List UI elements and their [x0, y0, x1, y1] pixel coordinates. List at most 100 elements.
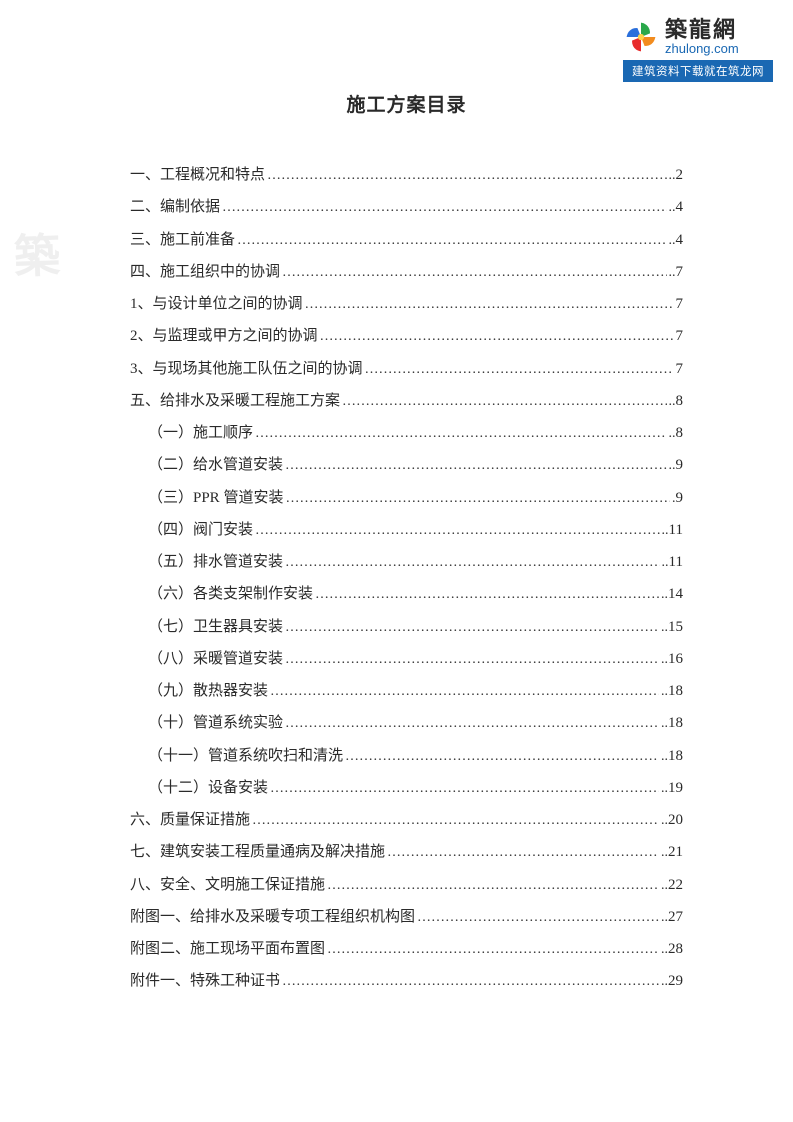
toc-page-prefix: ..: [661, 967, 668, 997]
toc-row: 八、安全、文明施工保证措施…………………………………………………………………………: [130, 869, 683, 901]
toc-page-prefix: ..: [662, 548, 669, 578]
toc-page-number: 8: [676, 385, 684, 417]
toc-row: （五）排水管道安装……………………………………………………………………………………: [130, 546, 683, 578]
toc-page-prefix: ..: [669, 258, 676, 288]
toc-page-prefix: ..: [661, 709, 668, 739]
toc-page-prefix: ..: [669, 419, 676, 449]
toc-page-prefix: ..: [661, 580, 668, 610]
toc-row: （十）管道系统实验……………………………………………………………………………………: [130, 707, 683, 739]
toc-page-number: 29: [668, 965, 683, 997]
toc-row: （七）卫生器具安装……………………………………………………………………………………: [130, 611, 683, 643]
toc-leader-dots: ……………………………………………………………………………………………………………: [417, 903, 659, 933]
document-page: 施工方案目录 一、工程概况和特点…………………………………………………………………: [0, 0, 793, 1058]
toc-label: （十一）管道系统吹扫和清洗: [148, 740, 343, 772]
toc-label: （八）采暖管道安装: [148, 643, 283, 675]
toc-leader-dots: ……………………………………………………………………………………………………………: [327, 871, 659, 901]
toc-leader-dots: ……………………………………………………………………………………………………………: [345, 742, 659, 772]
toc-page-number: 2: [676, 159, 684, 191]
toc-page-number: 27: [668, 901, 683, 933]
toc-page-number: 20: [668, 804, 683, 836]
toc-label: （十二）设备安装: [148, 772, 268, 804]
toc-page-prefix: ..: [661, 903, 668, 933]
toc-leader-dots: ……………………………………………………………………………………………………………: [255, 516, 660, 546]
toc-label: （六）各类支架制作安装: [148, 578, 313, 610]
toc-page-number: 7: [676, 353, 684, 385]
toc-leader-dots: ……………………………………………………………………………………………………………: [252, 806, 659, 836]
logo-pinwheel-icon: [623, 19, 659, 55]
toc-row: （三）PPR 管道安装………………………………………………………………………………: [130, 482, 683, 514]
toc-row: （二）给水管道安装……………………………………………………………………………………: [130, 449, 683, 481]
toc-label: 七、建筑安装工程质量通病及解决措施: [130, 836, 385, 868]
page-title: 施工方案目录: [130, 90, 683, 117]
toc-page-number: 9: [676, 449, 684, 481]
logo-english-name: zhulong.com: [665, 42, 739, 56]
toc-page-prefix: ..: [669, 226, 676, 256]
toc-leader-dots: ……………………………………………………………………………………………………………: [315, 580, 659, 610]
toc-leader-dots: ……………………………………………………………………………………………………………: [285, 613, 659, 643]
toc-leader-dots: ……………………………………………………………………………………………………………: [342, 387, 666, 417]
toc-page-number: 14: [668, 578, 683, 610]
logo-chinese-name: 築龍網: [665, 18, 739, 42]
toc-page-prefix: ..: [662, 516, 669, 546]
toc-row: （九）散热器安装………………………………………………………………………………………: [130, 675, 683, 707]
toc-leader-dots: ……………………………………………………………………………………………………………: [285, 645, 659, 675]
toc-leader-dots: ……………………………………………………………………………………………………………: [255, 419, 666, 449]
toc-row: （四）阀门安装…………………………………………………………………………………………: [130, 514, 683, 546]
toc-row: 附件一、特殊工种证书…………………………………………………………………………………: [130, 965, 683, 997]
toc-row: 一、工程概况和特点……………………………………………………………………………………: [130, 159, 683, 191]
toc-page-number: 15: [668, 611, 683, 643]
toc-leader-dots: ……………………………………………………………………………………………………………: [305, 290, 674, 320]
toc-row: 2、与监理或甲方之间的协调…………………………………………………………………………: [130, 320, 683, 352]
toc-leader-dots: ……………………………………………………………………………………………………………: [320, 322, 674, 352]
toc-row: （一）施工顺序…………………………………………………………………………………………: [130, 417, 683, 449]
toc-leader-dots: ……………………………………………………………………………………………………………: [285, 548, 660, 578]
toc-label: 六、质量保证措施: [130, 804, 250, 836]
toc-page-prefix: ..: [669, 451, 676, 481]
toc-label: 三、施工前准备: [130, 224, 235, 256]
toc-label: （三）PPR 管道安装: [148, 482, 283, 514]
toc-row: （十一）管道系统吹扫和清洗…………………………………………………………………………: [130, 740, 683, 772]
toc-label: 附图一、给排水及采暖专项工程组织机构图: [130, 901, 415, 933]
toc-label: 1、与设计单位之间的协调: [130, 288, 303, 320]
toc-label: （五）排水管道安装: [148, 546, 283, 578]
toc-row: （十二）设备安装………………………………………………………………………………………: [130, 772, 683, 804]
toc-leader-dots: ……………………………………………………………………………………………………………: [267, 161, 666, 191]
toc-page-prefix: ..: [661, 838, 668, 868]
toc-leader-dots: ……………………………………………………………………………………………………………: [285, 709, 659, 739]
toc-page-number: 22: [668, 869, 683, 901]
toc-label: （一）施工顺序: [148, 417, 253, 449]
toc-page-number: 9: [676, 482, 684, 514]
toc-page-number: 28: [668, 933, 683, 965]
toc-leader-dots: ……………………………………………………………………………………………………………: [237, 226, 666, 256]
toc-page-number: 18: [668, 707, 683, 739]
toc-page-number: 7: [676, 288, 684, 320]
toc-label: 一、工程概况和特点: [130, 159, 265, 191]
toc-row: 3、与现场其他施工队伍之间的协调…………………………………………………………………: [130, 353, 683, 385]
toc-page-number: 7: [676, 256, 684, 288]
toc-page-number: 11: [669, 514, 683, 546]
toc-leader-dots: ……………………………………………………………………………………………………………: [387, 838, 659, 868]
toc-row: （六）各类支架制作安装………………………………………………………………………………: [130, 578, 683, 610]
toc-page-number: 19: [668, 772, 683, 804]
toc-label: 附图二、施工现场平面布置图: [130, 933, 325, 965]
toc-page-prefix: ..: [669, 161, 676, 191]
toc-page-number: 4: [676, 224, 684, 256]
toc-page-prefix: ..: [661, 742, 668, 772]
toc-row: 附图一、给排水及采暖专项工程组织机构图…………………………………………………………: [130, 901, 683, 933]
toc-label: （九）散热器安装: [148, 675, 268, 707]
toc-row: 附图二、施工现场平面布置图…………………………………………………………………………: [130, 933, 683, 965]
toc-page-number: 16: [668, 643, 683, 675]
toc-page-number: 11: [669, 546, 683, 578]
toc-row: 三、施工前准备…………………………………………………………………………………………: [130, 224, 683, 256]
toc-label: 四、施工组织中的协调: [130, 256, 280, 288]
toc-page-prefix: ..: [669, 193, 676, 223]
toc-row: （八）采暖管道安装……………………………………………………………………………………: [130, 643, 683, 675]
toc-leader-dots: ……………………………………………………………………………………………………………: [270, 677, 659, 707]
toc-page-prefix: ..: [661, 871, 668, 901]
toc-page-prefix: ..: [661, 645, 668, 675]
toc-page-number: 8: [676, 417, 684, 449]
toc-page-prefix: ..: [661, 774, 668, 804]
table-of-contents: 一、工程概况和特点……………………………………………………………………………………: [130, 159, 683, 998]
toc-label: （二）给水管道安装: [148, 449, 283, 481]
toc-leader-dots: ……………………………………………………………………………………………………………: [222, 193, 666, 223]
